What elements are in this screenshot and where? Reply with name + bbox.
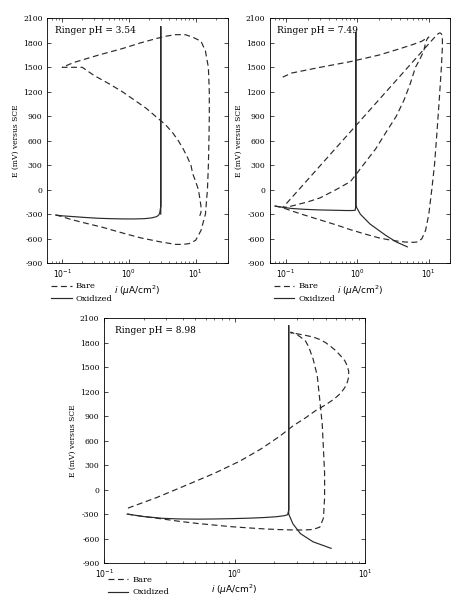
Legend: Bare, Oxidized: Bare, Oxidized — [47, 279, 116, 306]
Text: Ringer pH = 8.98: Ringer pH = 8.98 — [115, 326, 196, 335]
Y-axis label: E (mV) versus SCE: E (mV) versus SCE — [235, 105, 243, 177]
Legend: Bare, Oxidized: Bare, Oxidized — [270, 279, 339, 306]
X-axis label: $i\ (\mu\mathrm{A/cm}^2)$: $i\ (\mu\mathrm{A/cm}^2)$ — [114, 283, 161, 297]
X-axis label: $i\ (\mu\mathrm{A/cm}^2)$: $i\ (\mu\mathrm{A/cm}^2)$ — [337, 283, 383, 297]
Text: Ringer pH = 7.49: Ringer pH = 7.49 — [277, 26, 358, 35]
Legend: Bare, Oxidized: Bare, Oxidized — [104, 573, 173, 600]
Y-axis label: E (mV) versus SCE: E (mV) versus SCE — [12, 105, 20, 177]
X-axis label: $i\ (\mu\mathrm{A/cm}^2)$: $i\ (\mu\mathrm{A/cm}^2)$ — [211, 583, 258, 597]
Y-axis label: E (mV) versus SCE: E (mV) versus SCE — [69, 405, 77, 477]
Text: Ringer pH = 3.54: Ringer pH = 3.54 — [55, 26, 136, 35]
